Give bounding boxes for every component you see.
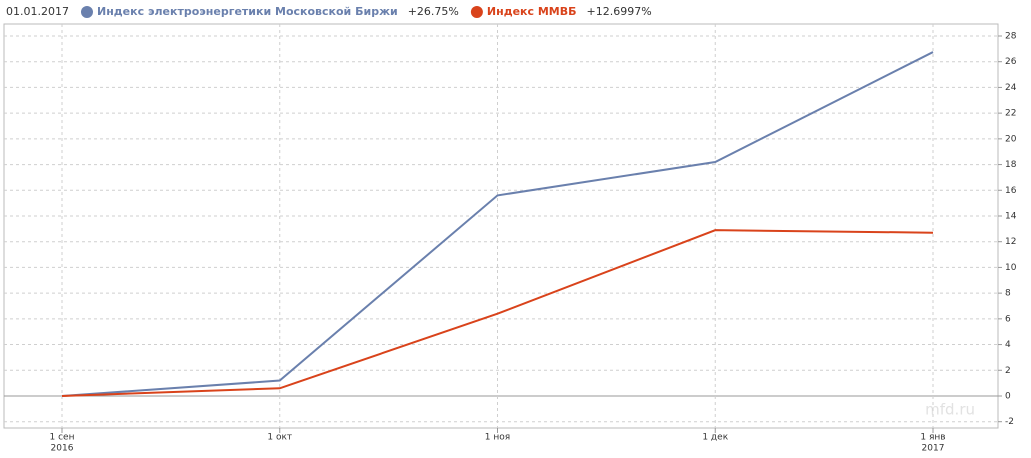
y-tick-label: 28: [1005, 32, 1017, 42]
legend-value: +26.75%: [408, 5, 459, 18]
legend-label: Индекс электроэнергетики Московской Бирж…: [97, 5, 398, 18]
y-tick-label: 24: [1005, 83, 1017, 93]
series-line: [61, 229, 934, 397]
x-tick-year: 2016: [51, 444, 74, 454]
plot-border: [3, 23, 999, 429]
x-tick-label: 1 окт: [267, 433, 292, 443]
series-line: [61, 51, 934, 397]
y-tick-label: 12: [1005, 237, 1016, 247]
y-tick-label: 6: [1005, 314, 1011, 324]
y-tick-label: 20: [1005, 134, 1017, 144]
y-tick-label: 0: [1005, 391, 1011, 401]
y-tick-label: 26: [1005, 57, 1017, 67]
y-tick-label: 16: [1005, 186, 1017, 196]
x-tick-label: 1 дек: [702, 433, 728, 443]
watermark: mfd.ru: [925, 401, 975, 419]
y-tick-label: 8: [1005, 289, 1011, 299]
legend-marker: [80, 6, 93, 18]
y-tick-label: 22: [1005, 109, 1016, 119]
legend-label: Индекс ММВБ: [487, 5, 577, 18]
y-tick-label: -2: [1005, 417, 1014, 427]
y-tick-label: 18: [1005, 160, 1017, 170]
y-tick-label: 10: [1005, 263, 1017, 273]
legend-marker: [470, 6, 483, 18]
y-tick-label: 2: [1005, 366, 1011, 376]
y-tick-label: 14: [1005, 211, 1017, 221]
x-tick-label: 1 янв: [920, 433, 945, 443]
y-tick-label: 4: [1005, 340, 1011, 350]
x-tick-year: 2017: [922, 444, 945, 454]
x-tick-label: 1 ноя: [485, 433, 510, 443]
date-label: 01.01.2017: [6, 5, 69, 18]
legend-value: +12.6997%: [587, 5, 652, 18]
x-tick-label: 1 сен: [50, 433, 75, 443]
